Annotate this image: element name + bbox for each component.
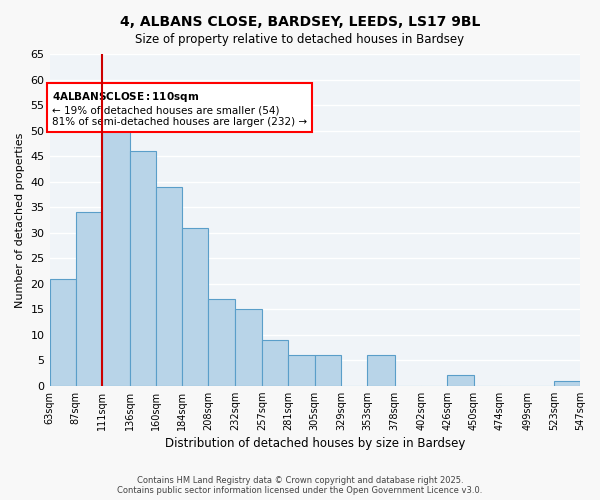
Y-axis label: Number of detached properties: Number of detached properties bbox=[15, 132, 25, 308]
Text: $\bf{4 ALBANS CLOSE: 110sqm}$
← 19% of detached houses are smaller (54)
81% of s: $\bf{4 ALBANS CLOSE: 110sqm}$ ← 19% of d… bbox=[52, 90, 307, 127]
Bar bbox=[235, 309, 262, 386]
Bar bbox=[50, 278, 76, 386]
Text: 4, ALBANS CLOSE, BARDSEY, LEEDS, LS17 9BL: 4, ALBANS CLOSE, BARDSEY, LEEDS, LS17 9B… bbox=[120, 15, 480, 29]
Bar bbox=[448, 376, 473, 386]
Text: Size of property relative to detached houses in Bardsey: Size of property relative to detached ho… bbox=[136, 32, 464, 46]
Bar bbox=[367, 355, 395, 386]
Bar bbox=[262, 340, 289, 386]
Bar bbox=[102, 126, 130, 386]
X-axis label: Distribution of detached houses by size in Bardsey: Distribution of detached houses by size … bbox=[164, 437, 465, 450]
Bar bbox=[554, 380, 580, 386]
Bar bbox=[208, 299, 235, 386]
Bar bbox=[289, 355, 315, 386]
Bar bbox=[315, 355, 341, 386]
Bar bbox=[130, 151, 156, 386]
Bar bbox=[76, 212, 102, 386]
Bar bbox=[182, 228, 208, 386]
Text: Contains HM Land Registry data © Crown copyright and database right 2025.
Contai: Contains HM Land Registry data © Crown c… bbox=[118, 476, 482, 495]
Bar bbox=[156, 186, 182, 386]
